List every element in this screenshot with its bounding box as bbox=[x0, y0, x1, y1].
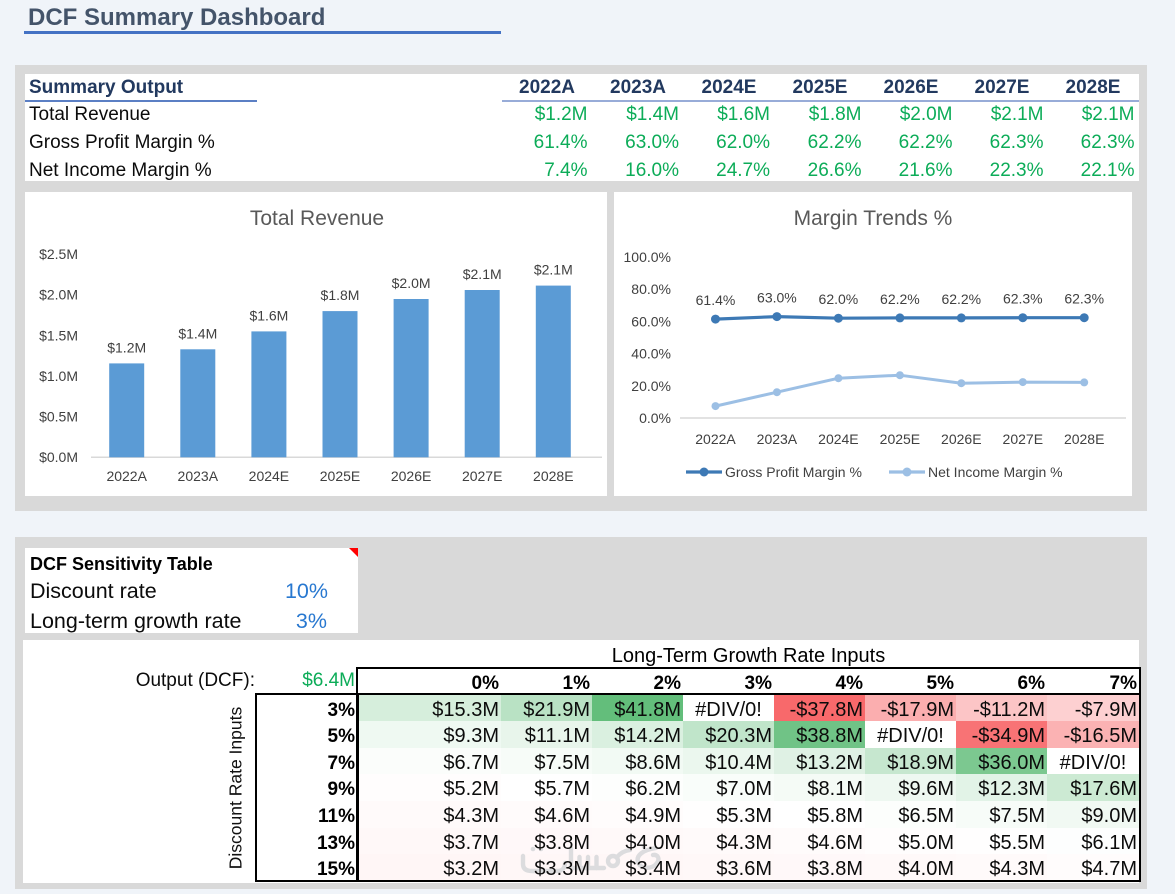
svg-text:Gross Profit Margin %: Gross Profit Margin % bbox=[725, 464, 862, 480]
svg-text:2025E: 2025E bbox=[320, 468, 360, 484]
svg-text:2027E: 2027E bbox=[1003, 431, 1043, 447]
svg-text:2025E: 2025E bbox=[880, 431, 920, 447]
svg-text:2028E: 2028E bbox=[1064, 431, 1104, 447]
svg-text:2022A: 2022A bbox=[695, 431, 736, 447]
svg-text:2023A: 2023A bbox=[178, 468, 219, 484]
svg-text:$2.1M: $2.1M bbox=[534, 262, 573, 278]
svg-text:100.0%: 100.0% bbox=[624, 249, 671, 265]
svg-text:$1.0M: $1.0M bbox=[39, 368, 78, 384]
svg-text:$2.5M: $2.5M bbox=[39, 246, 78, 262]
svg-text:$0.5M: $0.5M bbox=[39, 409, 78, 425]
svg-text:60.0%: 60.0% bbox=[631, 313, 671, 329]
svg-text:2024E: 2024E bbox=[249, 468, 289, 484]
svg-text:$1.8M: $1.8M bbox=[321, 287, 360, 303]
svg-text:62.2%: 62.2% bbox=[941, 291, 981, 307]
svg-text:63.0%: 63.0% bbox=[757, 290, 797, 306]
svg-text:$2.0M: $2.0M bbox=[39, 287, 78, 303]
svg-text:2022A: 2022A bbox=[106, 468, 147, 484]
svg-text:80.0%: 80.0% bbox=[631, 281, 671, 297]
svg-text:$2.1M: $2.1M bbox=[463, 266, 502, 282]
svg-text:Total Revenue: Total Revenue bbox=[250, 207, 384, 230]
svg-text:62.3%: 62.3% bbox=[1003, 291, 1043, 307]
svg-text:$1.5M: $1.5M bbox=[39, 327, 78, 343]
svg-text:$2.0M: $2.0M bbox=[392, 275, 431, 291]
svg-text:2026E: 2026E bbox=[391, 468, 431, 484]
svg-text:2023A: 2023A bbox=[757, 431, 798, 447]
svg-text:2028E: 2028E bbox=[533, 468, 573, 484]
svg-text:0.0%: 0.0% bbox=[639, 410, 671, 426]
svg-text:62.3%: 62.3% bbox=[1064, 291, 1104, 307]
svg-text:$1.2M: $1.2M bbox=[107, 339, 146, 355]
svg-text:$1.6M: $1.6M bbox=[249, 307, 288, 323]
svg-text:62.0%: 62.0% bbox=[819, 291, 859, 307]
svg-text:20.0%: 20.0% bbox=[631, 378, 671, 394]
svg-text:$1.4M: $1.4M bbox=[178, 325, 217, 341]
svg-text:Net Income Margin %: Net Income Margin % bbox=[928, 464, 1063, 480]
svg-text:2027E: 2027E bbox=[462, 468, 502, 484]
svg-text:62.2%: 62.2% bbox=[880, 291, 920, 307]
svg-text:61.4%: 61.4% bbox=[696, 292, 736, 308]
svg-text:2024E: 2024E bbox=[818, 431, 858, 447]
svg-text:2026E: 2026E bbox=[941, 431, 981, 447]
svg-text:40.0%: 40.0% bbox=[631, 346, 671, 362]
svg-text:Margin Trends %: Margin Trends % bbox=[794, 207, 953, 230]
svg-text:$0.0M: $0.0M bbox=[39, 449, 78, 465]
